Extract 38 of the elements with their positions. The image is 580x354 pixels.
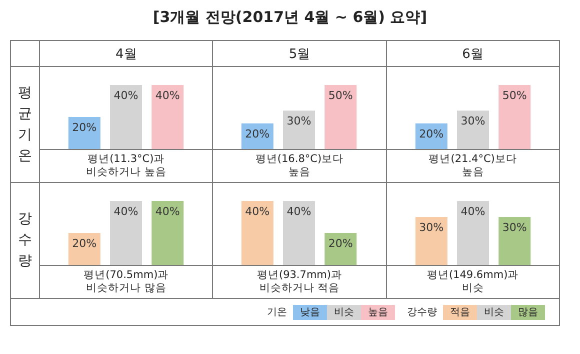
- data-label: 40%: [246, 205, 270, 218]
- data-label: 20%: [72, 121, 97, 134]
- chart-subtitle: 4월: [40, 41, 212, 67]
- legend-title: 기온: [267, 306, 287, 319]
- x-axis-title: 평년(11.3°C)과 비슷하거나 높음: [84, 152, 168, 180]
- data-label: 50%: [328, 89, 354, 102]
- data-label: 20%: [72, 237, 97, 250]
- data-label: 20%: [246, 127, 270, 140]
- text: 낮음: [293, 304, 327, 320]
- x-axis-title: 평년(70.5mm)과 비슷하거나 많음: [82, 268, 170, 296]
- legend-title: 강수량: [407, 306, 437, 319]
- text: 많음: [511, 304, 545, 320]
- y-axis-title: 평균기온: [17, 84, 33, 166]
- chart-subtitle: 5월: [213, 41, 386, 67]
- data-label: 20%: [418, 127, 444, 140]
- text: 비슷: [477, 304, 511, 320]
- data-label: 40%: [287, 205, 312, 218]
- x-axis-title: 평년(21.4°C)보다 높음: [428, 152, 518, 180]
- data-label: 40%: [114, 89, 138, 102]
- text: 적음: [443, 304, 477, 320]
- text: 비슷: [327, 304, 361, 320]
- data-label: 30%: [287, 114, 312, 128]
- data-label: 40%: [155, 205, 180, 218]
- x-axis-title: 평년(149.6mm)과 비슷: [426, 268, 520, 296]
- data-label: 30%: [418, 221, 444, 234]
- text: [3개월 전망(2017년 4월 ~ 6월) 요약]: [152, 8, 428, 27]
- x-axis-title: 평년(16.8°C)보다 높음: [254, 152, 345, 180]
- data-label: 40%: [460, 205, 485, 218]
- data-label: 50%: [502, 89, 526, 102]
- data-label: 30%: [460, 114, 485, 128]
- data-label: 40%: [155, 89, 180, 102]
- y-axis-title: 강수량: [17, 210, 33, 271]
- data-label: 40%: [114, 205, 138, 218]
- data-label: 30%: [502, 221, 526, 234]
- text: 높음: [361, 304, 395, 320]
- data-label: 20%: [328, 237, 354, 250]
- x-axis-title: 평년(93.7mm)과 비슷하거나 적음: [256, 268, 343, 296]
- chart-subtitle: 6월: [386, 41, 559, 67]
